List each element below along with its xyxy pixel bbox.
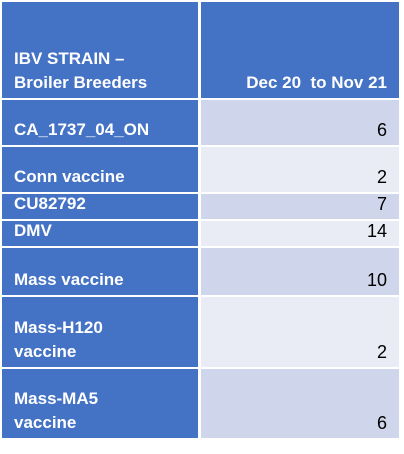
cell-text: Mass-H120 vaccine <box>14 318 103 361</box>
cell-text: Conn vaccine <box>14 167 125 186</box>
table-cell: Conn vaccine <box>2 147 198 192</box>
table-cell: CA_1737_04_ON <box>2 100 198 145</box>
cell-text: 6 <box>376 413 387 433</box>
cell-text: 7 <box>376 194 387 214</box>
header-text: IBV STRAIN – Broiler Breeders <box>14 49 148 92</box>
cell-text: 2 <box>376 342 387 362</box>
header-cell: Dec 20 to Nov 21 <box>201 2 399 98</box>
cell-text: 14 <box>366 221 387 241</box>
header-text: Dec 20 to Nov 21 <box>246 73 387 92</box>
table-cell: DMV <box>2 221 198 246</box>
cell-text: CA_1737_04_ON <box>14 120 150 139</box>
table-cell: Mass vaccine <box>2 248 198 295</box>
cell-text: Mass-MA5 vaccine <box>14 389 99 432</box>
cell-text: 2 <box>376 167 387 187</box>
table-cell: 2 <box>201 297 399 367</box>
cell-text: CU82792 <box>14 194 86 213</box>
table-cell: 14 <box>201 221 399 246</box>
table-cell: 7 <box>201 194 399 219</box>
table-cell: 6 <box>201 100 399 145</box>
cell-text: DMV <box>14 221 52 240</box>
table-cell: Mass-MA5 vaccine <box>2 369 198 438</box>
cell-text: Mass vaccine <box>14 270 124 289</box>
header-cell: IBV STRAIN – Broiler Breeders <box>2 2 198 98</box>
table-cell: 10 <box>201 248 399 295</box>
table-cell: Mass-H120 vaccine <box>2 297 198 367</box>
table-cell: CU82792 <box>2 194 198 219</box>
table-cell: 6 <box>201 369 399 438</box>
table-cell: 2 <box>201 147 399 192</box>
cell-text: 6 <box>376 120 387 140</box>
cell-text: 10 <box>366 270 387 290</box>
